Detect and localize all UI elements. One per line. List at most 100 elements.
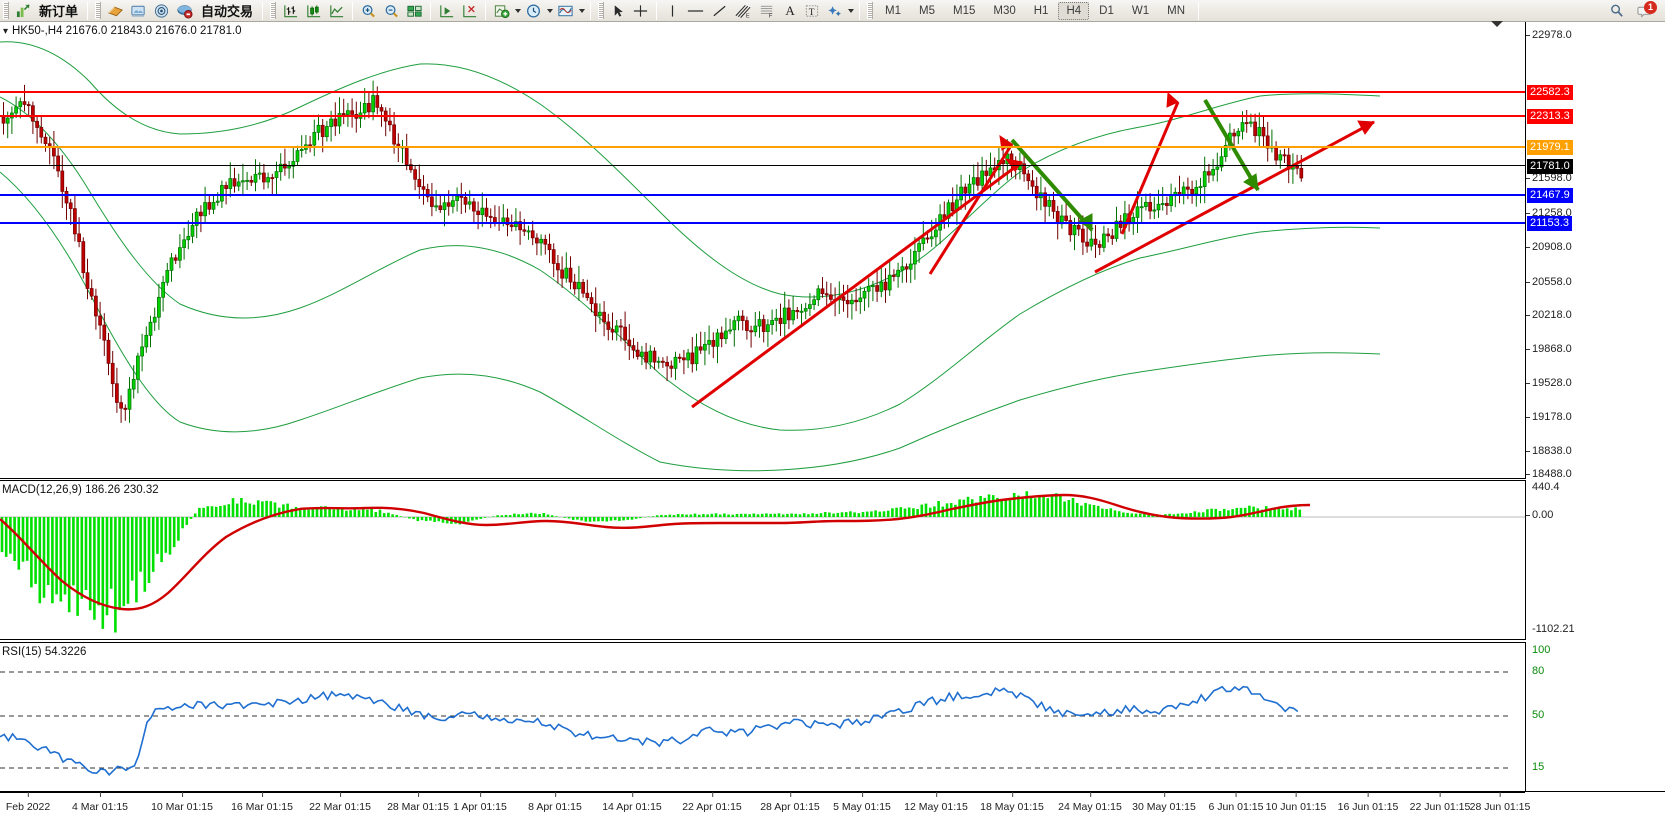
timeframe-h4[interactable]: H4 xyxy=(1058,1,1090,20)
notifications-button[interactable]: 1 xyxy=(1634,0,1657,21)
equidistant-channel-icon: E xyxy=(735,4,751,19)
time-tick: 22 Jun 01:15 xyxy=(1409,792,1471,813)
macd-tick: 440.4 xyxy=(1532,481,1560,493)
auto-trading-label-button[interactable]: 自动交易 xyxy=(196,1,258,21)
svg-text:E: E xyxy=(746,13,750,18)
chart-root[interactable]: ▾ HK50-,H4 21676.0 21843.0 21676.0 21781… xyxy=(0,21,1665,822)
svg-text:F: F xyxy=(769,13,773,18)
timeframe-d1[interactable]: D1 xyxy=(1099,4,1114,17)
resistance-level-1-label[interactable]: 22582.3 xyxy=(1527,85,1573,100)
new-order-label-button[interactable]: 新订单 xyxy=(34,1,83,21)
period-dropdown-arrow[interactable] xyxy=(545,1,554,21)
tile-windows-button[interactable] xyxy=(403,1,426,21)
new-order-button[interactable] xyxy=(12,1,34,21)
period-icon xyxy=(527,4,541,17)
resistance-level-2-label[interactable]: 22313.3 xyxy=(1527,109,1573,124)
time-tick: 8 Apr 01:15 xyxy=(528,792,582,813)
price-tick: 18488.0 xyxy=(1526,468,1572,480)
timeframe-m1[interactable]: M1 xyxy=(885,4,902,17)
time-axis: Feb 2022 4 Mar 01:15 10 Mar 01:15 16 Mar 01… xyxy=(0,792,1530,822)
shift-start-icon xyxy=(440,4,454,17)
support-level-2-label[interactable]: 21153.3 xyxy=(1527,216,1572,231)
toolbar-separator-4 xyxy=(430,1,432,20)
zoom-in-button[interactable] xyxy=(357,1,380,21)
price-pane[interactable]: ▾ HK50-,H4 21676.0 21843.0 21676.0 21781… xyxy=(0,22,1525,479)
line-chart-button[interactable] xyxy=(325,1,348,21)
search-button[interactable] xyxy=(1606,1,1628,21)
bar-chart-icon xyxy=(108,6,123,16)
shift-start-button[interactable] xyxy=(435,1,458,21)
macd-pane[interactable]: MACD(12,26,9) 186.26 230.32 xyxy=(0,480,1525,640)
period-button[interactable] xyxy=(522,1,545,21)
trendline-button[interactable] xyxy=(708,1,731,21)
toolbar-grip-2[interactable] xyxy=(95,2,102,19)
add-indicator-dropdown-arrow[interactable] xyxy=(513,1,522,21)
toolbar-grip-4[interactable] xyxy=(598,2,605,19)
support-level-1-label[interactable]: 21467.9 xyxy=(1527,188,1573,203)
search-icon xyxy=(1611,4,1623,17)
price-tick: 19868.0 xyxy=(1526,343,1572,355)
zoom-out-button[interactable] xyxy=(380,1,403,21)
macd-axis: 440.4 0.00 -1102.21 xyxy=(1525,480,1665,640)
price-tick: 21258.0 xyxy=(1526,207,1572,219)
chart-marker-icon: ▾ xyxy=(3,26,9,37)
data-window-icon xyxy=(407,5,422,17)
svg-text:T: T xyxy=(809,7,815,17)
crosshair-button[interactable] xyxy=(629,1,652,21)
time-tick: 30 May 01:15 xyxy=(1132,792,1196,813)
shapes-button[interactable] xyxy=(823,1,846,21)
cursor-button[interactable] xyxy=(607,1,629,21)
navigator-button[interactable] xyxy=(150,1,173,21)
horizontal-line-button[interactable] xyxy=(683,1,708,21)
time-tick: 28 Jun 01:15 xyxy=(1469,792,1531,813)
auto-trading-label: 自动交易 xyxy=(201,4,254,19)
macd-chart-svg xyxy=(0,491,1525,633)
rsi-tick: 80 xyxy=(1532,665,1545,677)
timeframe-w1[interactable]: W1 xyxy=(1131,4,1150,17)
price-tick: 20558.0 xyxy=(1526,276,1572,288)
add-indicator-button[interactable] xyxy=(490,1,513,21)
timeframe-m30[interactable]: M30 xyxy=(993,4,1016,17)
toolbar-grip-3[interactable] xyxy=(270,2,277,19)
text-label-button[interactable]: T xyxy=(801,1,823,21)
shapes-dropdown-arrow[interactable] xyxy=(846,1,855,21)
data-window-button[interactable] xyxy=(127,1,150,21)
new-order-icon xyxy=(16,4,30,18)
pivot-level-label[interactable]: 21979.1 xyxy=(1527,140,1573,155)
timeframe-h1[interactable]: H1 xyxy=(1033,4,1049,17)
candlestick-chart-button[interactable] xyxy=(302,1,325,21)
shift-end-button[interactable] xyxy=(458,1,481,21)
vertical-line-button[interactable] xyxy=(661,1,683,21)
chart-scroll-caret-icon[interactable] xyxy=(1491,21,1503,27)
timeframe-mn[interactable]: MN xyxy=(1167,4,1185,17)
signal-icon xyxy=(154,3,169,18)
main-toolbar: 新订单 自动交易 xyxy=(0,0,1665,22)
fibonacci-icon: F xyxy=(760,5,773,19)
time-tick: 16 Mar 01:15 xyxy=(231,792,293,813)
price-axis[interactable]: 22978.0 21598.0 21258.0 20908.0 20558.0 … xyxy=(1525,22,1665,480)
macd-signal-line xyxy=(0,493,1311,611)
toolbar-grip[interactable] xyxy=(3,2,9,19)
equidistant-channel-button[interactable]: E xyxy=(731,1,755,21)
toolbar-grip-5[interactable] xyxy=(867,2,874,19)
templates-dropdown-arrow[interactable] xyxy=(577,1,586,21)
timeframe-m15[interactable]: M15 xyxy=(953,4,976,17)
price-tick: 20908.0 xyxy=(1526,241,1572,253)
support-line-2 xyxy=(0,222,1525,224)
market-watch-button[interactable] xyxy=(104,1,127,21)
auto-trading-button[interactable] xyxy=(173,1,196,21)
timeframe-m5[interactable]: M5 xyxy=(919,4,935,17)
time-tick: 4 Mar 01:15 xyxy=(71,792,129,813)
toolbar-separator-1 xyxy=(87,1,89,20)
fibonacci-button[interactable]: F xyxy=(755,1,779,21)
candlestick-type-icon xyxy=(307,4,321,17)
rsi-pane[interactable]: RSI(15) 54.3226 xyxy=(0,642,1525,792)
autotrading-icon xyxy=(177,4,193,19)
time-tick: 18 May 01:15 xyxy=(980,792,1044,813)
toolbar-separator-3 xyxy=(352,1,354,20)
last-price-label[interactable]: 21781.0 xyxy=(1527,159,1573,174)
text-button[interactable]: A xyxy=(779,1,801,21)
time-tick: 22 Mar 01:15 xyxy=(309,792,371,813)
templates-button[interactable] xyxy=(554,1,577,21)
bar-chart-button[interactable] xyxy=(279,1,302,21)
